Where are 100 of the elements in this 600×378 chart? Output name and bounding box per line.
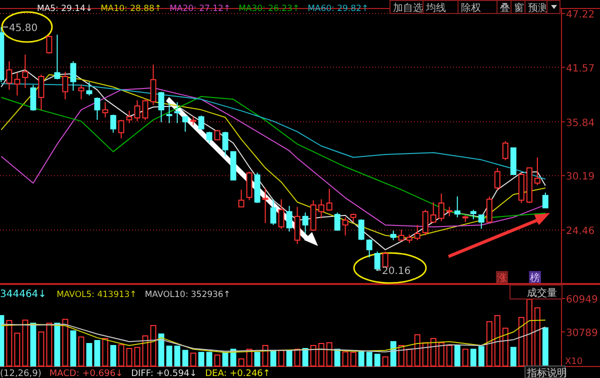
bar [358, 351, 364, 366]
candlestick [494, 167, 500, 190]
candlestick [214, 129, 220, 141]
bar [62, 318, 68, 366]
candlestick [358, 218, 364, 241]
bar [190, 352, 196, 366]
candlestick [126, 110, 132, 124]
bar [470, 348, 476, 366]
bar [86, 343, 92, 366]
bar [374, 354, 380, 366]
candlestick [118, 119, 124, 139]
bar [22, 320, 28, 366]
candlestick [22, 54, 28, 88]
bar [94, 340, 100, 366]
candlestick [390, 230, 396, 241]
bar [302, 348, 308, 366]
candlestick [54, 34, 60, 80]
candlestick [318, 198, 324, 219]
text: MAVOL10: 352936↑ [144, 290, 230, 300]
candlestick [414, 224, 420, 241]
bar [310, 345, 316, 366]
annotation: 叠 [500, 3, 510, 14]
candlestick [46, 35, 52, 54]
bar [78, 336, 84, 366]
text: MAVOL5: 413913↑ [56, 290, 137, 300]
text: DEA: +0.246↑ [205, 369, 270, 378]
bar [110, 345, 116, 366]
candlestick [142, 98, 148, 121]
text: X10 [565, 357, 583, 367]
bar [278, 350, 284, 366]
bar [6, 320, 12, 366]
bar [102, 338, 108, 366]
bar [382, 356, 388, 366]
bar [222, 352, 228, 366]
bar [174, 346, 180, 366]
candlestick [134, 100, 140, 122]
bar [30, 322, 36, 366]
candlestick [110, 114, 116, 134]
candlestick [446, 206, 452, 217]
candlestick [70, 60, 76, 92]
bar [14, 332, 20, 366]
bar [430, 338, 436, 366]
candlestick [14, 72, 20, 96]
y-tick-label: 30789 [566, 328, 598, 339]
candlestick [374, 251, 380, 272]
candlestick [422, 209, 428, 236]
candlestick [182, 116, 188, 132]
y-tick-label: 30.19 [566, 172, 595, 183]
y-tick-label: 35.84 [566, 118, 595, 129]
bar [262, 345, 268, 366]
annotation: 除权 [461, 2, 481, 14]
bar [214, 354, 220, 366]
bar [462, 348, 468, 366]
bar [54, 322, 60, 366]
candlestick [382, 251, 388, 268]
candlestick [206, 131, 212, 144]
bar [166, 346, 172, 366]
annotation: 涨 [497, 272, 507, 284]
y-tick-label: 47.22 [566, 10, 595, 21]
candlestick [478, 214, 484, 230]
bar [182, 350, 188, 366]
y-tick-label: 24.46 [566, 226, 595, 238]
candlestick [454, 196, 460, 218]
bar [502, 328, 508, 366]
annotation: 20.16 [382, 266, 411, 277]
bar [542, 327, 548, 366]
candlestick [262, 187, 268, 224]
bar [398, 345, 404, 366]
annotation: 成交量 [527, 287, 557, 299]
text: DIFF: +0.594↓ [131, 369, 198, 378]
bar [366, 352, 372, 366]
candlestick [470, 209, 476, 220]
bar [342, 351, 348, 366]
candlestick [398, 229, 404, 241]
bar [238, 358, 244, 366]
annotation: 窗 [514, 2, 524, 14]
bar [510, 346, 516, 366]
text: (12,26,9) [0, 369, 42, 378]
text: 指标说明 [526, 367, 567, 378]
candlestick [62, 71, 68, 100]
bar [534, 307, 540, 366]
annotation: 344464↓ [0, 289, 47, 300]
candlestick [342, 216, 348, 236]
y-tick-label: 60949 [566, 294, 598, 306]
bar [318, 343, 324, 366]
bar [70, 330, 76, 366]
candlestick [38, 74, 44, 110]
bar [454, 345, 460, 366]
candlestick [486, 196, 492, 223]
candlestick [174, 102, 180, 124]
candlestick [150, 64, 156, 106]
bar [438, 342, 444, 366]
bar [350, 352, 356, 366]
bar [494, 315, 500, 366]
bar [478, 346, 484, 366]
annotation: 榜 [530, 272, 540, 284]
candlestick [270, 198, 276, 226]
candlestick [542, 192, 548, 208]
bar [294, 348, 300, 366]
bar [206, 352, 212, 366]
